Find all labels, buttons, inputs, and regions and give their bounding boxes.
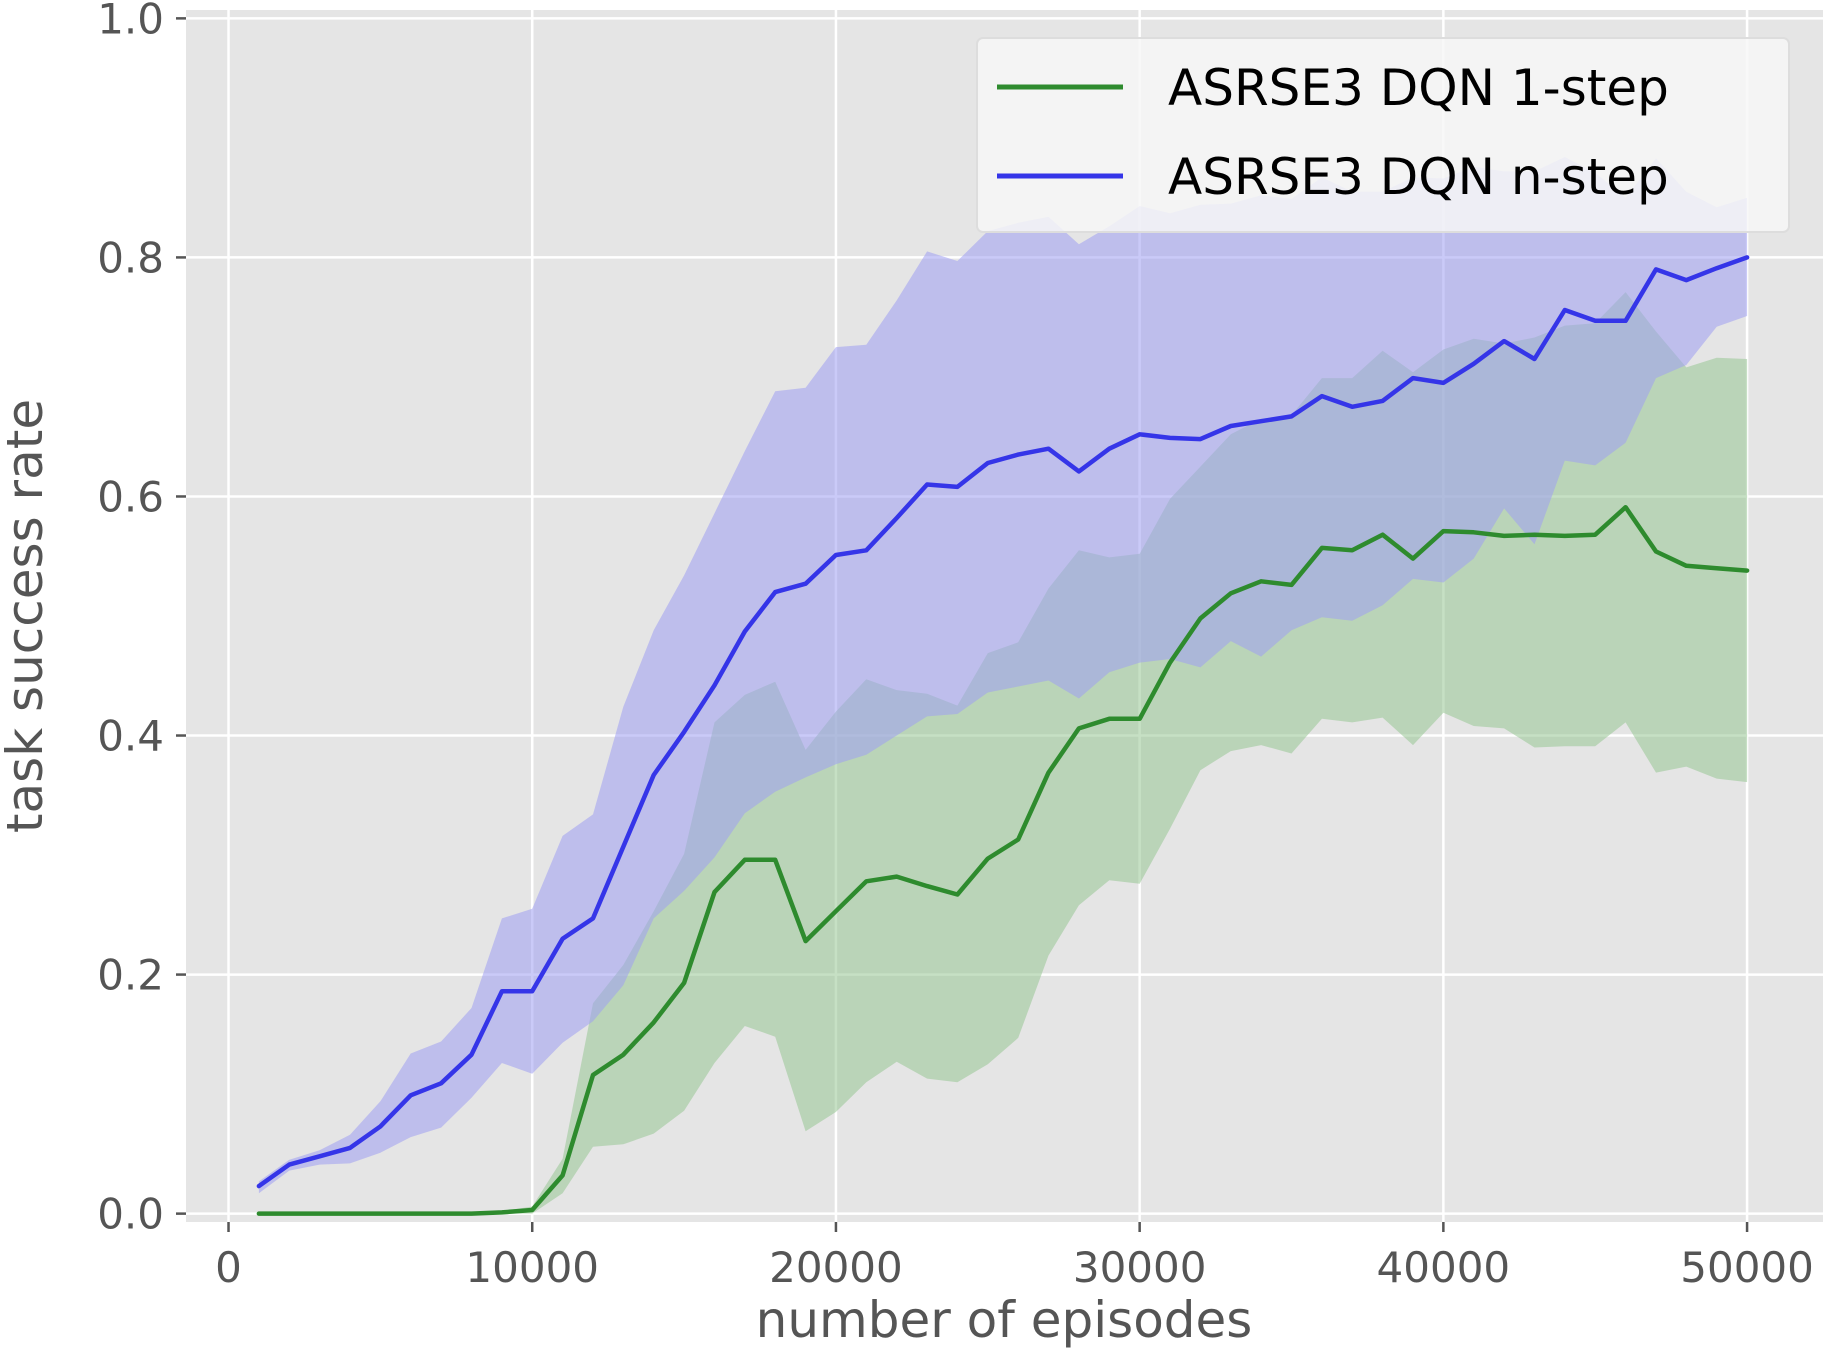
series-lines [256, 255, 1750, 1216]
band-asrse3-dqn-n-step [258, 157, 1748, 1194]
x-tick-label: 20000 [769, 1243, 903, 1292]
y-tick-label: 0.4 [97, 712, 164, 761]
line-asrse3-dqn-n-step [256, 255, 1750, 1189]
x-axis-ticks: 0 10000 20000 30000 40000 50000 [215, 1222, 1814, 1292]
legend: ASRSE3 DQN 1-step ASRSE3 DQN n-step [976, 37, 1790, 233]
y-tick-label: 0.2 [97, 951, 164, 1000]
y-axis-label: task success rate [0, 399, 54, 833]
x-tick-label: 30000 [1073, 1243, 1207, 1292]
x-tick-label: 10000 [465, 1243, 599, 1292]
y-tick-label: 1.0 [97, 0, 164, 43]
line-asrse3-dqn-1-step [256, 504, 1750, 1216]
x-tick-label: 50000 [1680, 1243, 1814, 1292]
x-tick-label: 0 [215, 1243, 242, 1292]
y-axis-ticks: 0.0 0.2 0.4 0.6 0.8 1.0 [97, 0, 186, 1239]
legend-label-n-step: ASRSE3 DQN n-step [1168, 148, 1669, 206]
legend-box [976, 37, 1790, 233]
x-axis-label: number of episodes [756, 1291, 1253, 1349]
x-tick-label: 40000 [1377, 1243, 1511, 1292]
legend-label-1-step: ASRSE3 DQN 1-step [1168, 59, 1669, 117]
y-tick-label: 0.8 [97, 233, 164, 282]
y-tick-label: 0.6 [97, 472, 164, 521]
y-tick-label: 0.0 [97, 1190, 164, 1239]
confidence-bands [258, 157, 1748, 1214]
